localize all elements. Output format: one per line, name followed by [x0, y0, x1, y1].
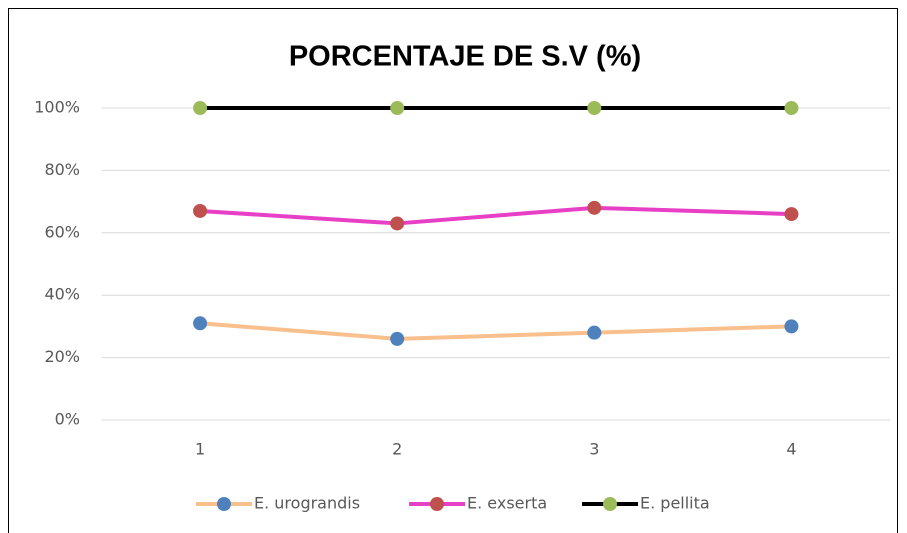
data-point: [587, 101, 602, 115]
data-point: [390, 216, 405, 231]
legend-label: E. urograndis: [254, 494, 360, 513]
legend-label: E. exserta: [467, 494, 547, 513]
y-tick-label: 0%: [55, 410, 80, 429]
data-point: [587, 200, 602, 215]
x-tick-label: 2: [392, 440, 402, 459]
x-tick-label: 3: [589, 440, 599, 459]
series-line: [198, 321, 794, 341]
chart-border: [8, 8, 898, 533]
legend-marker: [430, 497, 444, 511]
x-tick-label: 1: [195, 440, 205, 459]
data-point: [390, 331, 405, 346]
chart-title: PORCENTAJE DE S.V (%): [289, 41, 641, 73]
y-tick-label: 100%: [34, 98, 80, 117]
legend-label: E. pellita: [640, 494, 710, 513]
data-point: [784, 207, 799, 222]
series-line: [198, 205, 794, 226]
x-tick-label: 4: [786, 440, 796, 459]
y-tick-label: 60%: [44, 222, 80, 241]
y-tick-label: 40%: [44, 285, 80, 304]
data-point: [390, 101, 405, 115]
data-point: [193, 101, 208, 115]
data-point: [784, 319, 799, 334]
data-point: [784, 101, 799, 115]
data-point: [193, 316, 208, 331]
legend-marker: [217, 497, 231, 511]
data-point: [587, 325, 602, 340]
legend-marker: [603, 497, 617, 511]
y-tick-label: 20%: [44, 347, 80, 366]
data-point: [193, 203, 208, 218]
y-tick-label: 80%: [44, 160, 80, 179]
